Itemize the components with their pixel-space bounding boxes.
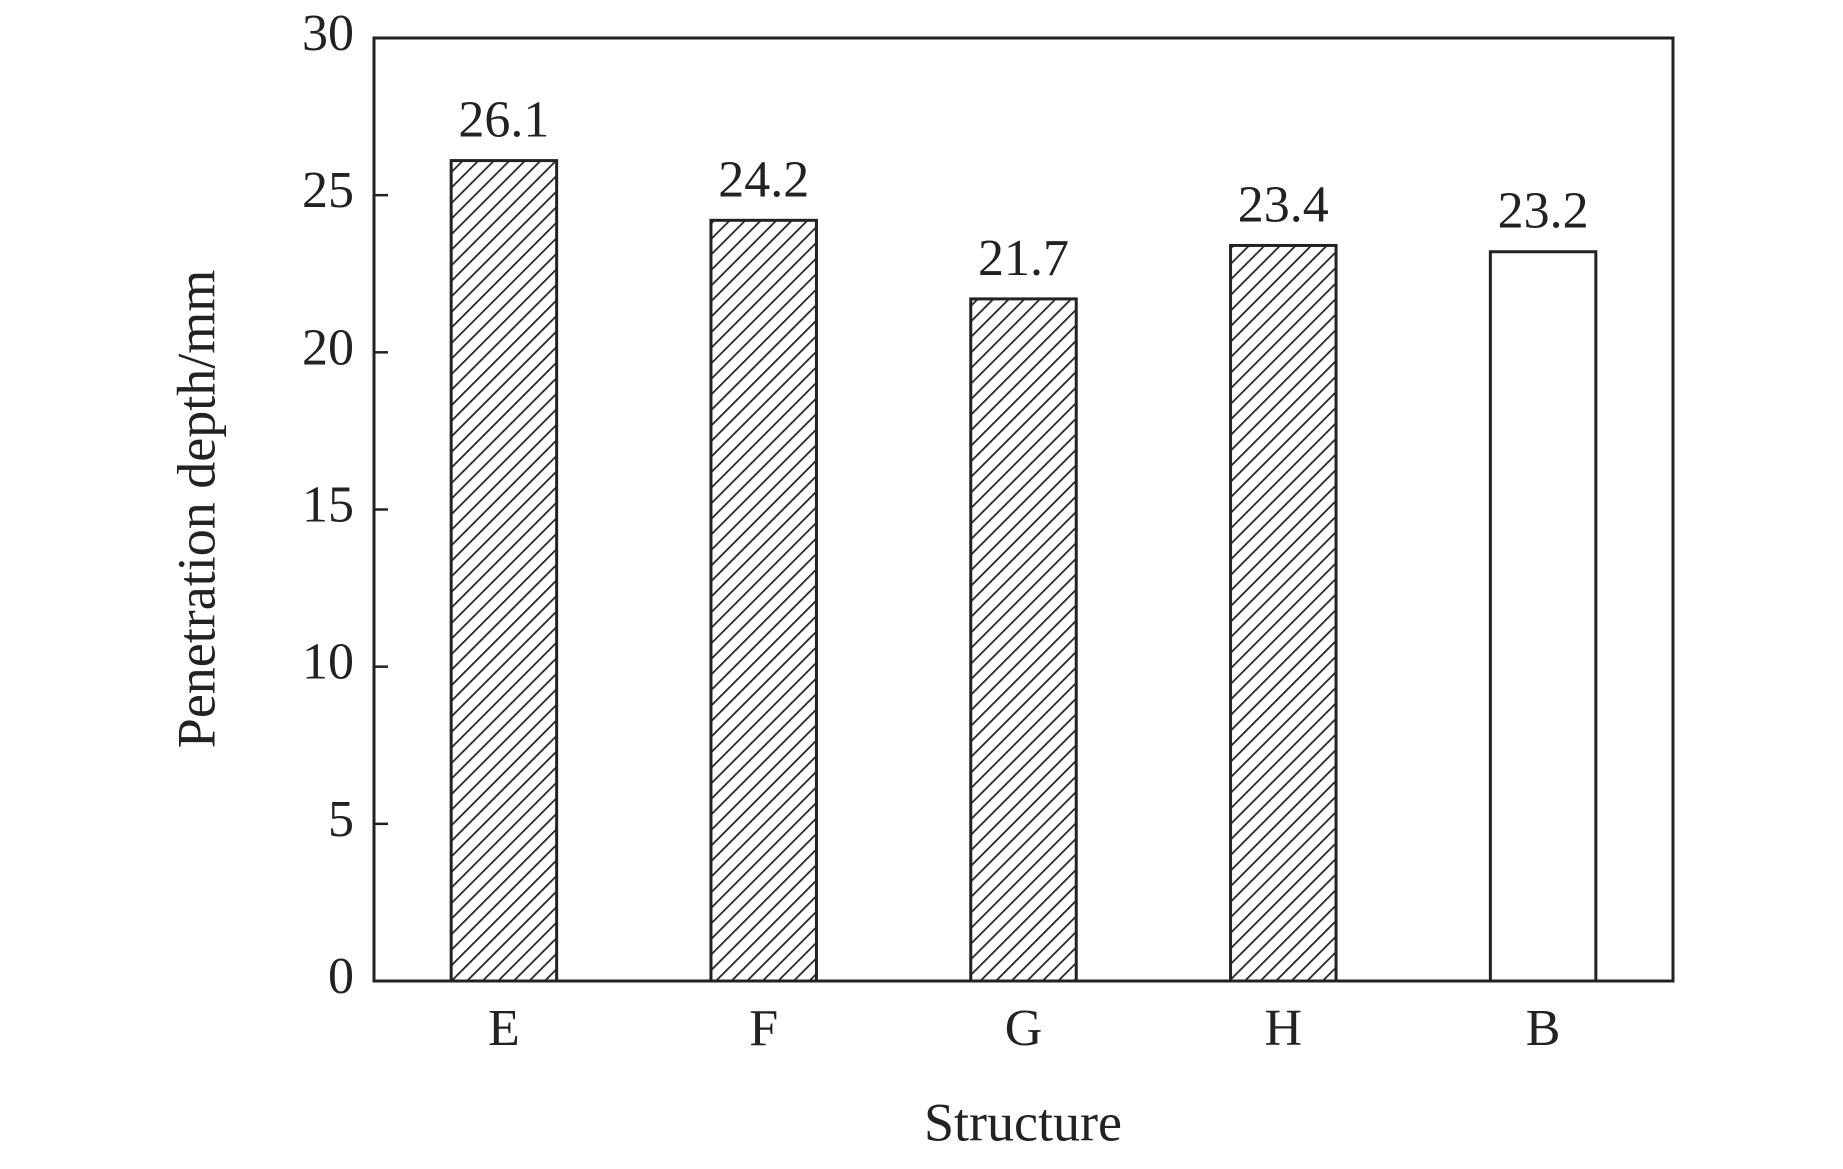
y-tick-label: 15 — [302, 476, 354, 533]
y-axis-label: Penetration depth/mm — [166, 270, 226, 748]
x-tick-label: H — [1265, 1000, 1303, 1057]
value-label: 21.7 — [978, 230, 1069, 287]
x-tick-label: B — [1526, 1000, 1561, 1057]
y-tick-label: 30 — [302, 5, 354, 62]
y-tick-label: 10 — [302, 634, 354, 691]
value-label: 23.2 — [1498, 183, 1589, 240]
bar — [1488, 250, 1598, 983]
bar — [709, 218, 818, 983]
bar — [449, 159, 559, 983]
plot-frame — [372, 36, 1675, 983]
bar — [969, 297, 1078, 983]
y-tick-label: 20 — [302, 319, 354, 376]
x-tick-label: G — [1005, 1000, 1043, 1057]
value-label: 26.1 — [458, 92, 549, 149]
bar — [1229, 243, 1338, 983]
value-label: 23.4 — [1238, 176, 1329, 233]
x-axis-label: Structure — [924, 1092, 1122, 1152]
value-label: 24.2 — [718, 151, 809, 208]
x-tick-label: E — [488, 1000, 520, 1057]
x-tick-label: F — [749, 1000, 778, 1057]
y-tick-label: 25 — [302, 162, 354, 219]
y-tick-label: 5 — [328, 791, 354, 848]
y-tick-label: 0 — [328, 948, 354, 1005]
